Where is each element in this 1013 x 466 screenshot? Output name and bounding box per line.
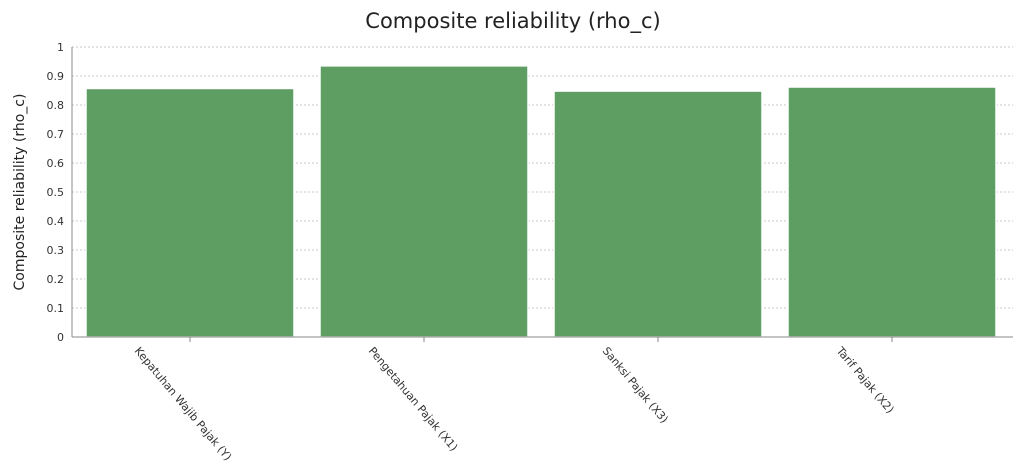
y-tick-label: 0.9 <box>47 70 65 83</box>
x-category-labels: Kepatuhan Wajib Pajak (Y) Pengetahuan Paj… <box>132 344 897 463</box>
y-tick-label: 1 <box>57 41 64 54</box>
y-tick-label: 0.1 <box>47 302 65 315</box>
y-axis-label: Composite reliability (rho_c) <box>12 94 28 291</box>
axes <box>71 47 1013 342</box>
y-tick-label: 0.4 <box>47 215 65 228</box>
bar <box>787 86 997 338</box>
y-tick-labels: 0 0.1 0.2 0.3 0.4 0.5 0.6 0.7 0.8 0.9 1 <box>47 41 65 344</box>
x-tick-label: Tarif Pajak (X2) <box>833 344 896 416</box>
bar <box>85 87 295 338</box>
bars <box>85 65 997 338</box>
bar <box>319 65 529 338</box>
y-tick-label: 0.8 <box>47 99 65 112</box>
x-tick-label: Kepatuhan Wajib Pajak (Y) <box>132 345 235 464</box>
x-tick-label: Sanksi Pajak (X3) <box>600 345 671 426</box>
y-tick-label: 0.3 <box>47 244 65 257</box>
x-tick-label: Pengetahuan Pajak (X1) <box>366 345 461 454</box>
y-tick-label: 0.5 <box>47 186 65 199</box>
y-tick-label: 0.7 <box>47 128 65 141</box>
y-tick-label: 0.2 <box>47 273 65 286</box>
chart-title: Composite reliability (rho_c) <box>365 9 660 34</box>
y-tick-label: 0.6 <box>47 157 65 170</box>
y-tick-label: 0 <box>57 331 64 344</box>
bar <box>553 90 763 338</box>
